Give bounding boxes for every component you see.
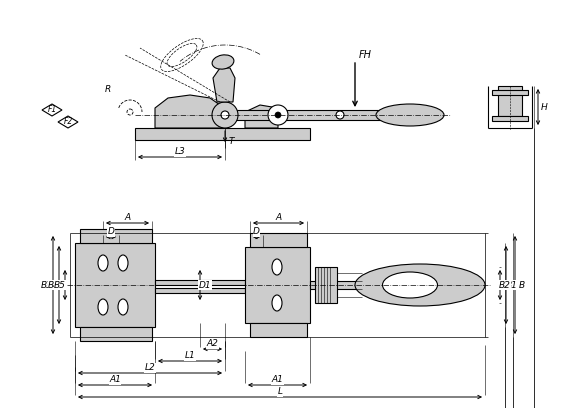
Circle shape <box>275 112 281 118</box>
Polygon shape <box>42 104 62 116</box>
Bar <box>245 247 310 323</box>
Bar <box>155 288 245 293</box>
Text: D: D <box>108 228 115 237</box>
Ellipse shape <box>376 104 444 126</box>
Circle shape <box>212 102 238 128</box>
Ellipse shape <box>272 259 282 275</box>
Ellipse shape <box>98 299 108 315</box>
Text: B4: B4 <box>48 281 60 290</box>
Bar <box>80 327 152 341</box>
Text: FH: FH <box>359 50 372 60</box>
Text: B2: B2 <box>499 281 511 290</box>
Ellipse shape <box>382 272 438 298</box>
Text: A1: A1 <box>109 375 121 384</box>
Bar <box>250 323 307 337</box>
Bar <box>155 280 245 285</box>
Bar <box>498 86 522 116</box>
Bar <box>250 233 307 247</box>
Text: F2: F2 <box>63 118 73 126</box>
Text: B1: B1 <box>506 281 518 290</box>
Ellipse shape <box>212 55 234 69</box>
Text: T: T <box>229 137 235 146</box>
Text: A: A <box>275 213 282 222</box>
Text: B3: B3 <box>41 281 53 290</box>
Text: L3: L3 <box>175 148 186 157</box>
Bar <box>315 267 337 303</box>
Text: L: L <box>278 388 282 397</box>
Text: A1: A1 <box>272 375 283 384</box>
Text: A2: A2 <box>207 339 218 348</box>
Polygon shape <box>58 116 78 128</box>
Text: L1: L1 <box>184 352 196 361</box>
Text: R: R <box>105 86 111 95</box>
Ellipse shape <box>98 255 108 271</box>
Bar <box>220 110 430 120</box>
Text: B: B <box>519 281 525 290</box>
Bar <box>80 229 152 243</box>
Circle shape <box>221 111 229 119</box>
Text: D: D <box>253 228 260 237</box>
Polygon shape <box>155 95 225 128</box>
Ellipse shape <box>118 255 128 271</box>
Ellipse shape <box>272 295 282 311</box>
Text: H: H <box>541 102 548 111</box>
Bar <box>135 128 310 140</box>
Ellipse shape <box>355 264 485 306</box>
Bar <box>75 243 155 327</box>
Text: B5: B5 <box>54 281 66 290</box>
Bar <box>492 116 528 121</box>
Circle shape <box>268 105 288 125</box>
Text: D1: D1 <box>198 281 211 290</box>
Bar <box>310 281 390 289</box>
Polygon shape <box>245 105 278 128</box>
Text: A: A <box>125 213 130 222</box>
Ellipse shape <box>118 299 128 315</box>
Polygon shape <box>213 68 235 102</box>
Text: L2: L2 <box>144 364 155 373</box>
Bar <box>492 90 528 95</box>
Circle shape <box>336 111 344 119</box>
Text: F1: F1 <box>47 106 56 115</box>
